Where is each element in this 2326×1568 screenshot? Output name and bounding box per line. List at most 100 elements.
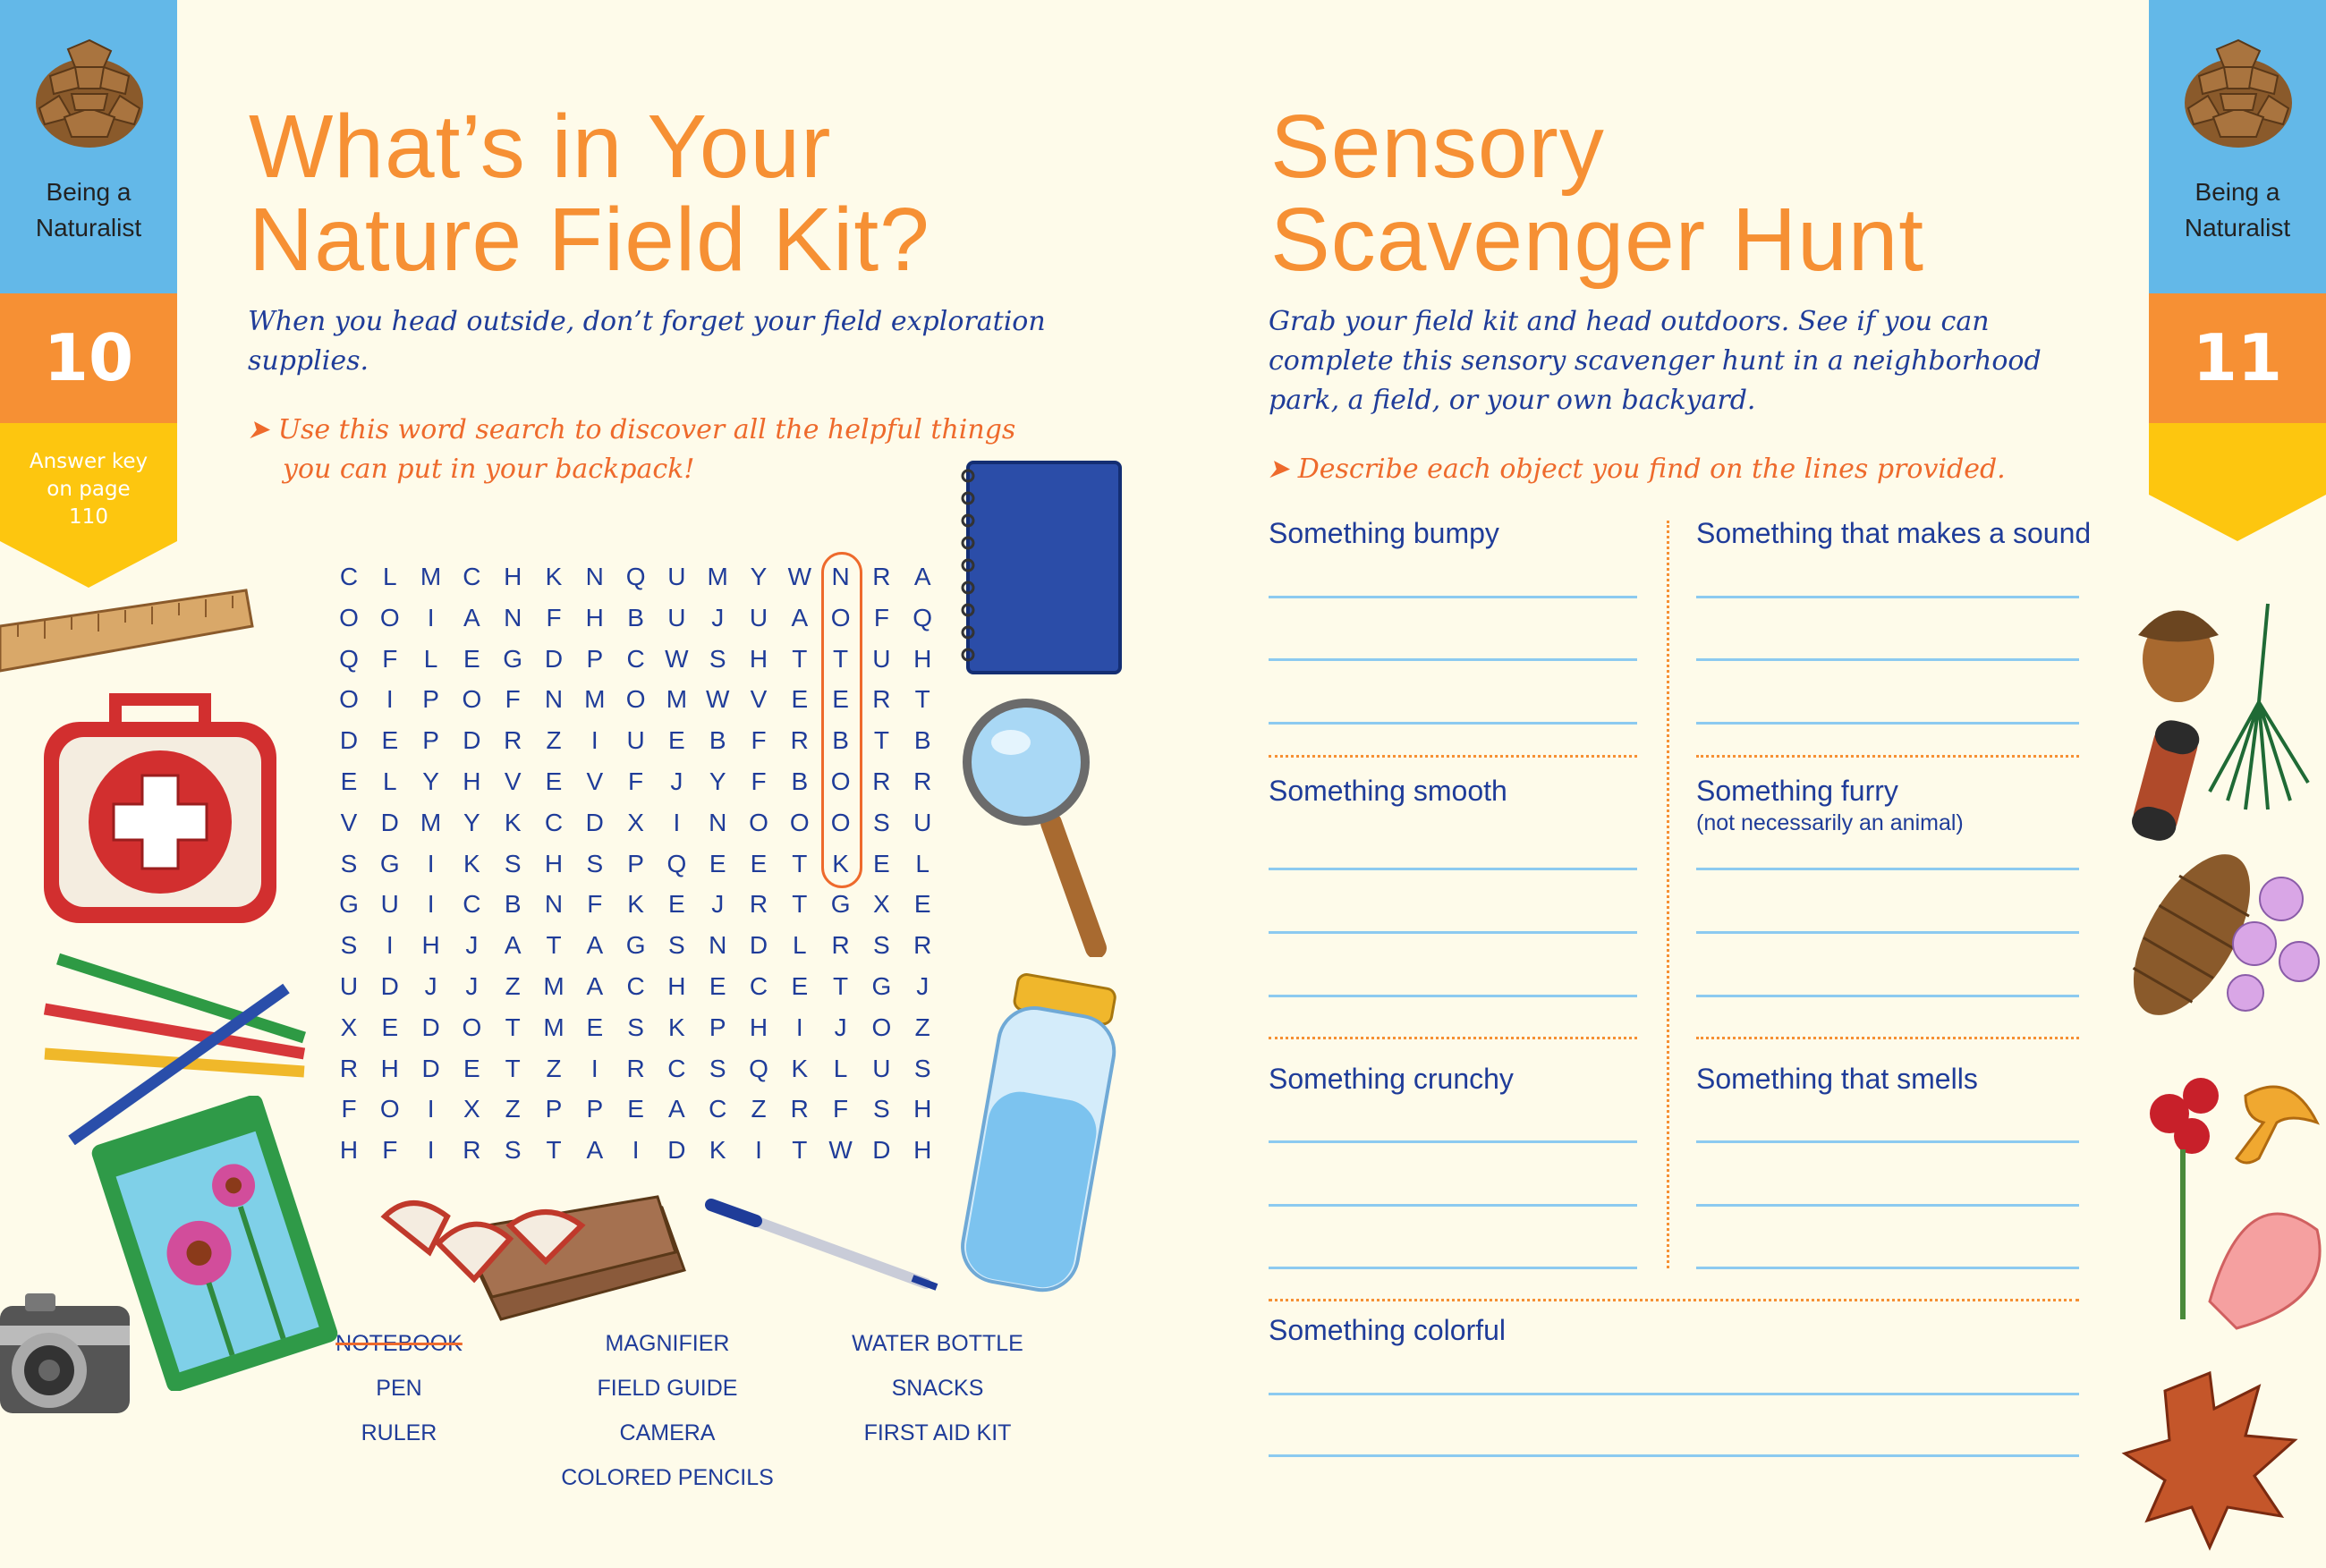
grid-letter[interactable]: D xyxy=(380,808,399,836)
grid-letter[interactable]: A xyxy=(504,931,522,960)
grid-letter[interactable]: A xyxy=(668,1095,685,1123)
grid-letter[interactable]: T xyxy=(792,1136,808,1165)
grid-letter[interactable]: L xyxy=(383,563,397,590)
grid-letter[interactable]: R xyxy=(831,931,850,960)
grid-letter[interactable]: T xyxy=(833,644,849,673)
grid-letter[interactable]: H xyxy=(913,1095,932,1123)
grid-letter[interactable]: B xyxy=(504,890,522,919)
answer-line[interactable] xyxy=(1269,868,1637,870)
grid-letter[interactable]: Y xyxy=(463,808,480,836)
grid-letter[interactable]: J xyxy=(834,1013,847,1041)
grid-letter[interactable]: W xyxy=(787,563,812,590)
grid-letter[interactable]: D xyxy=(749,931,768,960)
grid-letter[interactable]: M xyxy=(707,563,728,590)
grid-letter[interactable]: O xyxy=(625,685,646,714)
grid-letter[interactable]: C xyxy=(709,1095,727,1123)
grid-letter[interactable]: R xyxy=(463,1136,481,1165)
grid-letter[interactable]: H xyxy=(421,931,440,960)
grid-letter[interactable]: E xyxy=(668,726,685,755)
grid-letter[interactable]: W xyxy=(705,685,730,714)
grid-letter[interactable]: D xyxy=(872,1136,891,1165)
grid-letter[interactable]: U xyxy=(913,808,932,836)
grid-letter[interactable]: K xyxy=(504,808,522,836)
grid-letter[interactable]: X xyxy=(627,808,644,836)
grid-letter[interactable]: L xyxy=(423,644,438,673)
grid-letter[interactable]: Z xyxy=(546,726,562,755)
grid-letter[interactable]: M xyxy=(543,1013,565,1041)
grid-letter[interactable]: I xyxy=(427,1136,435,1165)
grid-letter[interactable]: U xyxy=(749,603,768,631)
grid-letter[interactable]: N xyxy=(544,890,564,919)
answer-line[interactable] xyxy=(1696,868,2079,870)
answer-line[interactable] xyxy=(1269,722,1637,725)
grid-letter[interactable]: D xyxy=(585,808,604,836)
grid-letter[interactable]: T xyxy=(873,726,889,755)
grid-letter[interactable]: E xyxy=(873,849,890,877)
grid-letter[interactable]: K xyxy=(791,1054,809,1082)
grid-letter[interactable]: K xyxy=(709,1136,726,1165)
grid-letter[interactable]: K xyxy=(463,849,480,877)
answer-line[interactable] xyxy=(1696,1267,2079,1269)
grid-letter[interactable]: R xyxy=(790,1095,809,1123)
grid-letter[interactable]: A xyxy=(586,1136,604,1165)
grid-letter[interactable]: G xyxy=(830,890,851,919)
grid-letter[interactable]: C xyxy=(667,1054,686,1082)
answer-line[interactable] xyxy=(1269,1204,1637,1207)
grid-letter[interactable]: K xyxy=(627,890,644,919)
answer-line[interactable] xyxy=(1696,1140,2079,1143)
grid-letter[interactable]: E xyxy=(709,972,726,1000)
grid-letter[interactable]: H xyxy=(913,1136,932,1165)
grid-letter[interactable]: I xyxy=(795,1013,803,1041)
grid-letter[interactable]: S xyxy=(627,1013,644,1041)
grid-letter[interactable]: R xyxy=(749,890,768,919)
grid-letter[interactable]: F xyxy=(628,767,644,795)
grid-letter[interactable]: L xyxy=(383,767,397,795)
grid-letter[interactable]: J xyxy=(711,890,725,919)
grid-letter[interactable]: E xyxy=(791,972,809,1000)
grid-letter[interactable]: I xyxy=(590,726,598,755)
grid-letter[interactable]: Z xyxy=(914,1013,930,1041)
grid-letter[interactable]: P xyxy=(422,726,439,755)
answer-line[interactable] xyxy=(1269,995,1637,997)
grid-letter[interactable]: L xyxy=(833,1054,848,1082)
grid-letter[interactable]: E xyxy=(586,1013,604,1041)
answer-line[interactable] xyxy=(1696,931,2079,934)
grid-letter[interactable]: T xyxy=(546,931,562,960)
grid-letter[interactable]: I xyxy=(673,808,681,836)
grid-letter[interactable]: H xyxy=(749,644,768,673)
grid-letter[interactable]: I xyxy=(427,890,435,919)
grid-letter[interactable]: P xyxy=(586,1095,604,1123)
grid-letter[interactable]: D xyxy=(339,726,359,755)
grid-letter[interactable]: R xyxy=(872,767,891,795)
grid-letter[interactable]: O xyxy=(462,685,482,714)
grid-letter[interactable]: E xyxy=(381,1013,399,1041)
grid-letter[interactable]: J xyxy=(465,931,479,960)
grid-letter[interactable]: X xyxy=(463,1095,480,1123)
grid-letter[interactable]: O xyxy=(379,603,400,631)
grid-letter[interactable]: M xyxy=(584,685,606,714)
grid-letter[interactable]: A xyxy=(913,563,931,590)
answer-line[interactable] xyxy=(1269,1454,2079,1457)
grid-letter[interactable]: C xyxy=(544,808,564,836)
grid-letter[interactable]: G xyxy=(503,644,523,673)
grid-letter[interactable]: I xyxy=(386,931,394,960)
grid-letter[interactable]: I xyxy=(590,1054,598,1082)
grid-letter[interactable]: U xyxy=(667,563,686,590)
grid-letter[interactable]: O xyxy=(339,603,359,631)
grid-letter[interactable]: A xyxy=(586,972,604,1000)
grid-letter[interactable]: H xyxy=(585,603,604,631)
grid-letter[interactable]: I xyxy=(632,1136,640,1165)
answer-line[interactable] xyxy=(1696,722,2079,725)
grid-letter[interactable]: S xyxy=(873,808,890,836)
grid-letter[interactable]: F xyxy=(751,726,767,755)
grid-letter[interactable]: B xyxy=(832,726,849,755)
grid-letter[interactable]: R xyxy=(790,726,809,755)
answer-line[interactable] xyxy=(1696,995,2079,997)
grid-letter[interactable]: D xyxy=(380,972,399,1000)
grid-letter[interactable]: U xyxy=(667,603,686,631)
grid-letter[interactable]: M xyxy=(420,808,442,836)
grid-letter[interactable]: H xyxy=(667,972,686,1000)
grid-letter[interactable]: A xyxy=(463,603,480,631)
grid-letter[interactable]: N xyxy=(709,931,727,960)
grid-letter[interactable]: O xyxy=(871,1013,892,1041)
